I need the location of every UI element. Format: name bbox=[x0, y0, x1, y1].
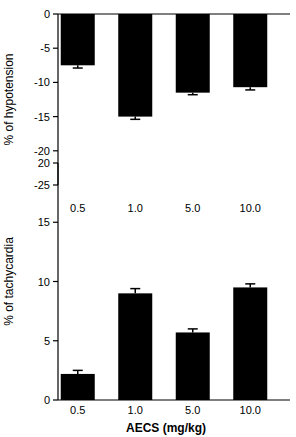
error-bar bbox=[188, 329, 198, 333]
error-cap bbox=[73, 67, 83, 69]
y-tick bbox=[53, 222, 58, 223]
y-tick-label: 15 bbox=[38, 216, 50, 228]
y-tick bbox=[53, 162, 58, 163]
bar bbox=[118, 293, 152, 400]
error-bar bbox=[73, 370, 83, 374]
y-tick bbox=[53, 184, 58, 185]
y-tick-label: -15 bbox=[34, 111, 50, 123]
error-cap bbox=[130, 119, 140, 121]
x-tick-label: 5.0 bbox=[185, 404, 200, 416]
y-tick-label: 0 bbox=[44, 394, 50, 406]
y-tick-label: 5 bbox=[44, 335, 50, 347]
bar bbox=[118, 14, 152, 117]
x-tick-label: 1.0 bbox=[128, 202, 143, 214]
y-axis bbox=[57, 14, 58, 185]
plot-area bbox=[61, 284, 268, 400]
error-cap bbox=[188, 328, 198, 330]
plot-area bbox=[61, 14, 268, 119]
bar bbox=[176, 14, 210, 93]
error-bar bbox=[130, 117, 140, 120]
y-tick bbox=[53, 399, 58, 400]
y-tick-label: -20 bbox=[34, 145, 50, 157]
error-bar bbox=[245, 87, 255, 90]
x-tick-label: 10.0 bbox=[240, 202, 261, 214]
y-tick-label: -25 bbox=[34, 179, 50, 191]
x-tick-label: 0.5 bbox=[70, 202, 85, 214]
y-tick bbox=[53, 150, 58, 151]
bar bbox=[61, 374, 95, 400]
bar bbox=[233, 14, 267, 87]
y-tick bbox=[53, 82, 58, 83]
bar bbox=[233, 287, 267, 400]
error-bar bbox=[130, 289, 140, 294]
error-cap bbox=[188, 94, 198, 96]
x-tick-label: 10.0 bbox=[240, 404, 261, 416]
x-axis-label: AECS (mg/kg) bbox=[126, 421, 206, 435]
error-bar bbox=[245, 284, 255, 288]
error-cap bbox=[130, 288, 140, 290]
x-tick-label: 5.0 bbox=[185, 202, 200, 214]
bar bbox=[176, 332, 210, 400]
error-bar bbox=[73, 65, 83, 68]
y-tick bbox=[53, 48, 58, 49]
y-tick bbox=[53, 13, 58, 14]
x-tick-label: 0.5 bbox=[70, 404, 85, 416]
x-tick-label: 1.0 bbox=[128, 404, 143, 416]
y-tick-label: 10 bbox=[38, 276, 50, 288]
y-axis-label: % of hypotension bbox=[2, 53, 16, 145]
y-tick-label: 20 bbox=[38, 157, 50, 169]
error-cap bbox=[245, 89, 255, 91]
x-axis bbox=[58, 399, 290, 400]
y-axis-label: % of tachycardia bbox=[2, 237, 16, 326]
y-tick bbox=[53, 116, 58, 117]
y-tick-label: -5 bbox=[40, 42, 50, 54]
y-tick bbox=[53, 281, 58, 282]
bar bbox=[61, 14, 95, 65]
x-axis bbox=[58, 13, 290, 14]
y-tick-label: 0 bbox=[44, 8, 50, 20]
y-tick bbox=[53, 340, 58, 341]
y-tick-label: -10 bbox=[34, 76, 50, 88]
error-cap bbox=[245, 283, 255, 285]
figure: 0 -5 -10 -15 -20 -25 0.5 1.0 5.0 10.0 % of hypoten… bbox=[0, 0, 296, 437]
error-bar bbox=[188, 93, 198, 95]
error-cap bbox=[73, 370, 83, 372]
